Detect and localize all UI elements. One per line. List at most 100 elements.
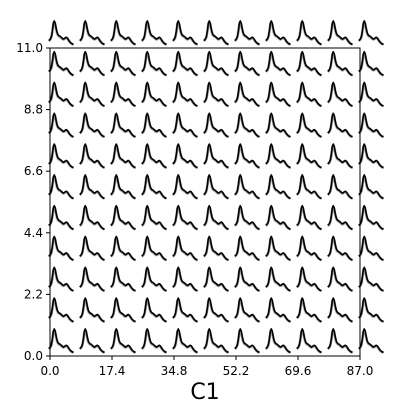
trace-glyph: [109, 50, 136, 77]
trace-line: [110, 204, 136, 230]
trace-glyph: [326, 81, 353, 108]
trace-glyph: [357, 20, 384, 46]
trace-glyph: [109, 266, 136, 293]
trace-glyph: [47, 143, 74, 169]
trace-glyph: [233, 204, 260, 231]
trace-glyph: [109, 235, 136, 262]
trace-line: [296, 328, 322, 354]
trace-glyph: [264, 235, 291, 262]
trace-glyph: [202, 235, 229, 262]
plot-frame: [49, 47, 361, 357]
trace-glyph: [233, 50, 260, 77]
trace-line: [265, 204, 291, 230]
trace-glyph: [357, 266, 384, 293]
trace-glyph: [171, 81, 198, 108]
trace-line: [234, 112, 260, 138]
trace-line: [203, 204, 229, 230]
trace-line: [203, 328, 229, 354]
trace-line: [234, 20, 260, 46]
trace-line: [358, 328, 384, 354]
trace-line: [48, 297, 74, 323]
trace-glyph: [47, 112, 74, 139]
trace-line: [296, 112, 322, 138]
trace-line: [296, 266, 322, 292]
trace-glyph: [295, 143, 322, 169]
trace-line: [48, 143, 74, 169]
trace-line: [110, 112, 136, 138]
trace-line: [358, 81, 384, 107]
trace-glyph: [78, 297, 105, 323]
trace-line: [327, 204, 353, 230]
trace-glyph: [264, 328, 291, 354]
trace-glyph: [140, 297, 167, 323]
trace-glyph: [109, 297, 136, 323]
trace-glyph: [171, 204, 198, 231]
trace-glyph: [202, 112, 229, 139]
trace-line: [234, 174, 260, 200]
trace-glyph: [326, 266, 353, 293]
trace-line: [110, 235, 136, 261]
trace-glyph: [264, 174, 291, 200]
trace-glyph: [78, 20, 105, 46]
trace-line: [48, 81, 74, 107]
trace-line: [172, 174, 198, 200]
trace-line: [79, 297, 105, 323]
trace-glyph: [202, 204, 229, 231]
trace-glyph: [171, 266, 198, 293]
y-tick-label: 6.6: [24, 164, 43, 178]
trace-line: [172, 266, 198, 292]
trace-line: [296, 143, 322, 169]
trace-glyph: [78, 143, 105, 169]
trace-line: [141, 143, 167, 169]
trace-glyph: [140, 174, 167, 200]
tick-layer: 0.0 17.4 34.8 52.2 69.6 87.0 0.0 2.2 4.4 6.6 8.8 11…: [16, 41, 373, 378]
trace-line: [141, 112, 167, 138]
trace-line: [48, 204, 74, 230]
trace-glyph: [47, 266, 74, 293]
trace-line: [234, 143, 260, 169]
trace-line: [110, 174, 136, 200]
x-tick-label: 34.8: [161, 364, 188, 378]
trace-glyph: [264, 297, 291, 323]
x-axis-label: C1: [190, 380, 219, 400]
x-tick-label: 69.6: [285, 364, 312, 378]
trace-line: [110, 143, 136, 169]
trace-line: [110, 297, 136, 323]
trace-line: [48, 174, 74, 200]
trace-line: [327, 174, 353, 200]
trace-line: [327, 50, 353, 76]
trace-glyph: [78, 174, 105, 200]
trace-glyph: [171, 50, 198, 77]
trace-line: [79, 20, 105, 46]
trace-glyph: [264, 266, 291, 293]
trace-line: [141, 204, 167, 230]
trace-glyph: [140, 266, 167, 293]
trace-line: [358, 266, 384, 292]
trace-line: [48, 112, 74, 138]
y-tick-label: 8.8: [24, 103, 43, 117]
trace-glyph: [47, 174, 74, 200]
trace-line: [141, 50, 167, 76]
trace-glyph: [140, 235, 167, 262]
trace-line: [358, 20, 384, 46]
trace-glyph: [264, 20, 291, 46]
trace-line: [79, 112, 105, 138]
trace-glyph: [295, 328, 322, 354]
trace-glyph: [233, 328, 260, 354]
trace-line: [265, 20, 291, 46]
trace-glyph: [233, 174, 260, 200]
trace-line: [79, 204, 105, 230]
trace-glyph: [326, 235, 353, 262]
trace-glyph: [202, 20, 229, 46]
trace-line: [296, 20, 322, 46]
trace-line: [141, 235, 167, 261]
trace-glyph: [326, 112, 353, 139]
trace-line: [265, 235, 291, 261]
trace-glyph: [171, 112, 198, 139]
trace-glyph: [171, 297, 198, 323]
trace-line: [234, 297, 260, 323]
trace-line: [172, 112, 198, 138]
trace-glyph: [233, 143, 260, 169]
trace-line: [203, 50, 229, 76]
trace-glyph: [357, 297, 384, 323]
